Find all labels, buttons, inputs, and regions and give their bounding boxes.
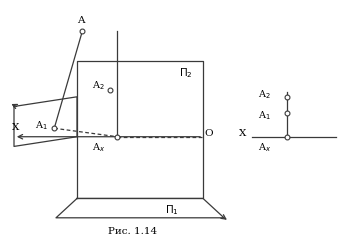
Text: X: X (239, 129, 247, 138)
Text: A$_1$: A$_1$ (258, 109, 271, 122)
Text: A$_x$: A$_x$ (92, 142, 105, 154)
Text: A$_1$: A$_1$ (35, 119, 48, 132)
Text: A$_x$: A$_x$ (258, 141, 271, 154)
Text: Рис. 1.14: Рис. 1.14 (108, 227, 158, 236)
Text: X: X (12, 123, 20, 132)
Text: A$_2$: A$_2$ (259, 89, 271, 101)
Text: $\Pi_1$: $\Pi_1$ (164, 204, 178, 218)
Text: A$_2$: A$_2$ (92, 80, 104, 92)
Text: O: O (205, 129, 214, 138)
Text: $\Pi_2$: $\Pi_2$ (178, 66, 192, 80)
Text: A: A (77, 16, 85, 25)
